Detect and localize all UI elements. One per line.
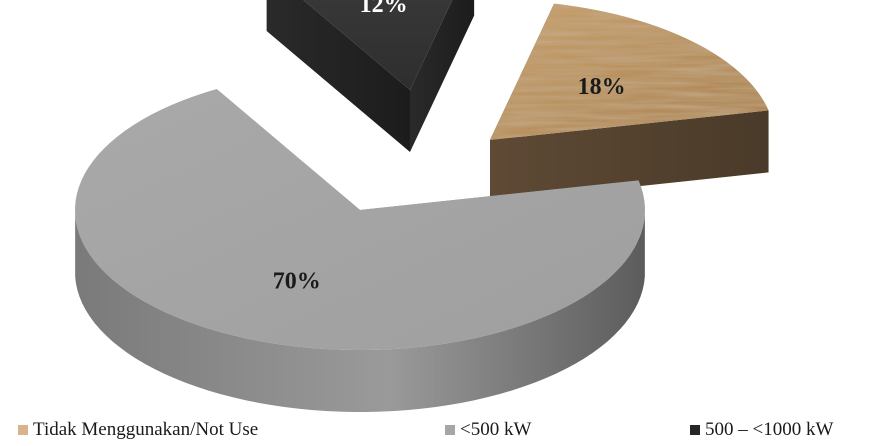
legend-label: 500 – <1000 kW xyxy=(705,419,834,440)
slice-not-use xyxy=(490,3,769,202)
slice-500-1000kw-cut xyxy=(410,0,475,152)
legend-label: Tidak Menggunakan/Not Use xyxy=(33,419,259,440)
slice-under-500kw xyxy=(75,89,645,412)
legend-label: <500 kW xyxy=(460,419,532,440)
legend-swatch xyxy=(445,425,455,435)
slice-under-500kw-side xyxy=(75,214,645,412)
slice-500-1000kw xyxy=(266,0,475,152)
legend-swatch xyxy=(690,425,700,435)
slice-not-use-label: 18% xyxy=(578,74,626,100)
legend-item-500-1000kw: 500 – <1000 kW xyxy=(690,419,833,441)
slice-not-use-texture xyxy=(490,3,769,140)
slice-not-use-cut xyxy=(490,110,769,202)
slice-under-500kw-label: 70% xyxy=(273,268,321,294)
slice-500-1000kw-cut xyxy=(266,0,410,152)
slice-500-1000kw-top xyxy=(303,0,453,90)
legend-item-not-use: Tidak Menggunakan/Not Use xyxy=(18,419,258,441)
slice-500-1000kw-label: 12% xyxy=(360,0,408,18)
legend-swatch xyxy=(18,425,28,435)
slice-under-500kw-top xyxy=(75,89,645,350)
legend-item-under-500kw: <500 kW xyxy=(445,419,531,441)
